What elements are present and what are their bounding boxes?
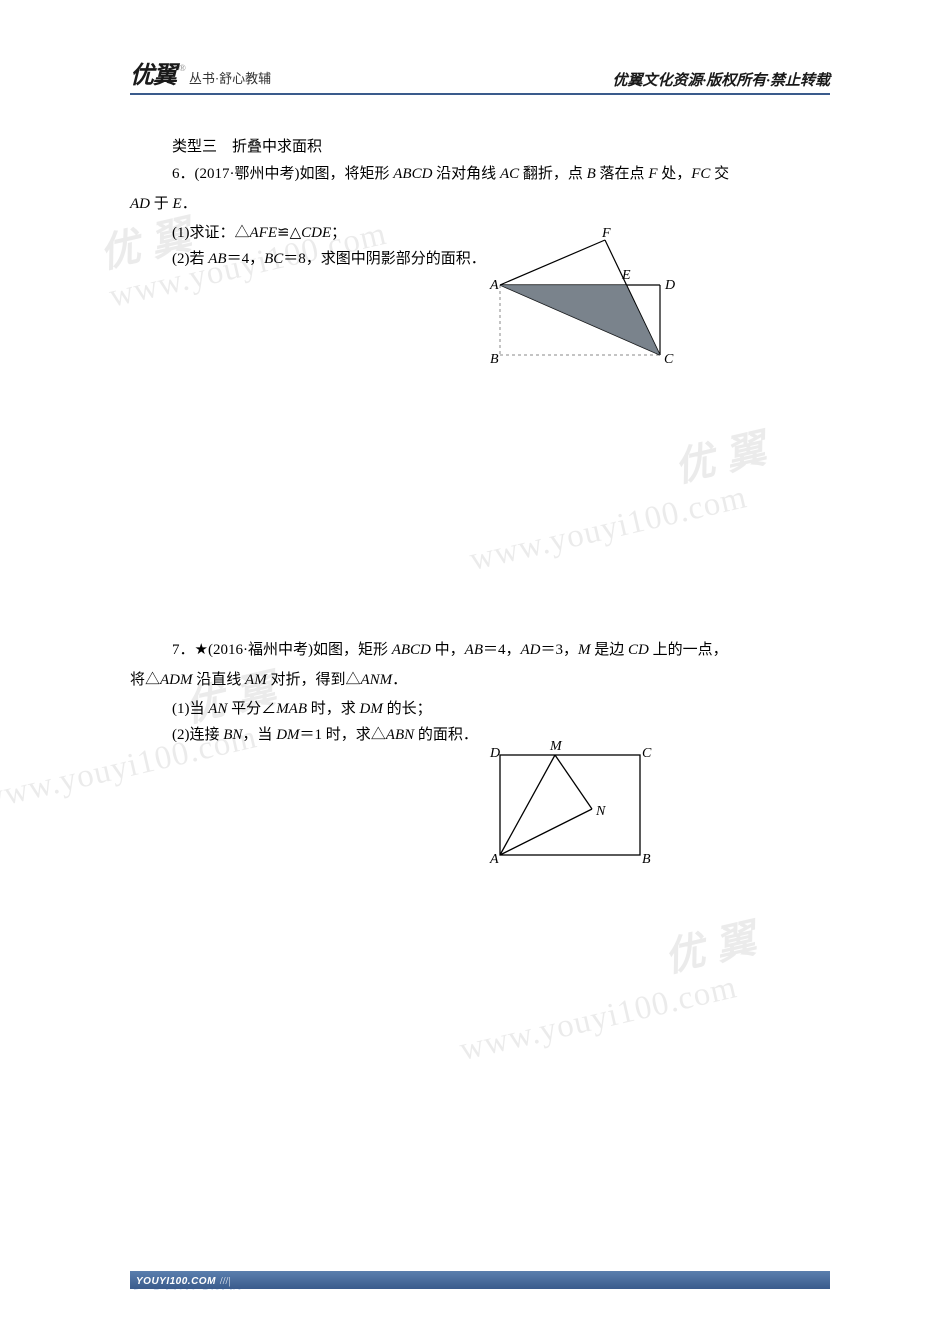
footer-url: YOUYI100.COM [130, 1276, 216, 1287]
fig1-label-B: B [490, 352, 499, 367]
fig1-label-E: E [621, 268, 631, 283]
problem-6-line1: 6．(2017·鄂州中考)如图，将矩形 ABCD 沿对角线 AC 翻折，点 B … [130, 162, 830, 188]
fig2-label-D: D [489, 746, 500, 761]
fig2-label-A: A [489, 852, 499, 867]
page-header: 优翼 ® 丛书·舒心教辅 优翼文化资源·版权所有·禁止转载 [130, 55, 830, 95]
footer-bar: YOUYI100.COM///| [130, 1271, 830, 1289]
fig2-label-C: C [642, 746, 652, 761]
problem-7-sub1: (1)当 AN 平分∠MAB 时，求 DM 的长； [130, 697, 830, 723]
footer-marks: ///| [216, 1276, 230, 1287]
figure-problem-6: A B C D E F [480, 225, 680, 380]
problem-7-line1: 7．★(2016·福州中考)如图，矩形 ABCD 中，AB＝4，AD＝3，M 是… [130, 637, 830, 664]
header-copyright: 优翼文化资源·版权所有·禁止转载 [612, 69, 830, 90]
logo-block: 优翼 ® 丛书·舒心教辅 [130, 55, 271, 90]
logo-main: 优翼 [130, 55, 176, 90]
problem-6-line2: AD 于 E． [130, 192, 830, 218]
section-title: 类型三 折叠中求面积 [130, 135, 830, 156]
fig1-label-F: F [601, 226, 611, 241]
fig2-label-B: B [642, 852, 651, 867]
watermark: 优 翼 www.youyi100.com [443, 906, 769, 1069]
fig2-label-N: N [595, 804, 606, 819]
fig2-label-M: M [549, 739, 563, 754]
figure-problem-7: A B C D M N [480, 735, 660, 880]
problem-7-line2: 将△ADM 沿直线 AM 对折，得到△ANM． [130, 668, 830, 694]
fig1-label-C: C [664, 352, 674, 367]
fig1-label-A: A [489, 278, 499, 293]
fig1-label-D: D [664, 278, 675, 293]
logo-registered: ® [179, 63, 186, 73]
logo-subtitle: 丛书·舒心教辅 [189, 68, 271, 87]
